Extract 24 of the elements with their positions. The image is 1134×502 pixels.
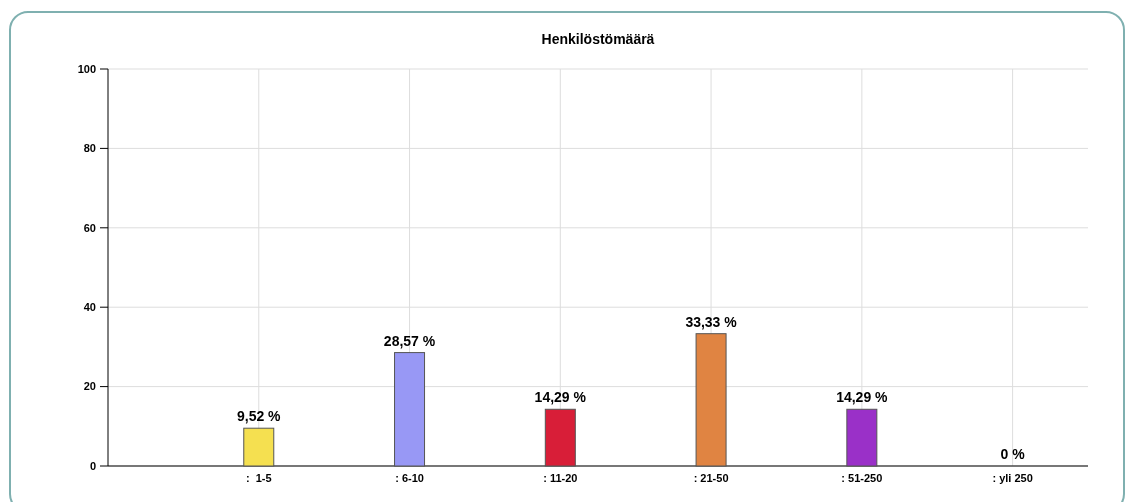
data-label: 14,29 %	[534, 389, 587, 406]
x-tick-label: : 1-5	[245, 472, 272, 484]
data-label: 0 %	[1000, 446, 1026, 462]
bar	[394, 352, 426, 467]
x-tick-label: : yli 250	[992, 472, 1033, 484]
y-tick-label: 80	[83, 142, 96, 155]
y-tick-label: 20	[83, 380, 96, 393]
x-tick-label: : 51-250	[841, 472, 883, 484]
y-tick-label: 60	[83, 221, 96, 234]
data-label: 28,57 %	[383, 332, 436, 349]
bar	[695, 333, 727, 467]
bar	[846, 408, 878, 467]
y-tick-label: 0	[89, 459, 96, 472]
data-label: 9,52 %	[236, 408, 282, 425]
x-tick-label: : 6-10	[395, 472, 424, 484]
x-tick-label: : 21-50	[693, 472, 729, 484]
x-tick-label: : 11-20	[543, 472, 578, 484]
y-tick-label: 100	[77, 62, 96, 75]
data-label: 33,33 %	[685, 313, 738, 330]
y-tick-label: 40	[83, 301, 96, 314]
bar	[544, 408, 576, 467]
bar	[243, 427, 275, 467]
data-label: 14,29 %	[836, 389, 889, 406]
chart-title: Henkilöstömäärä	[541, 31, 655, 47]
